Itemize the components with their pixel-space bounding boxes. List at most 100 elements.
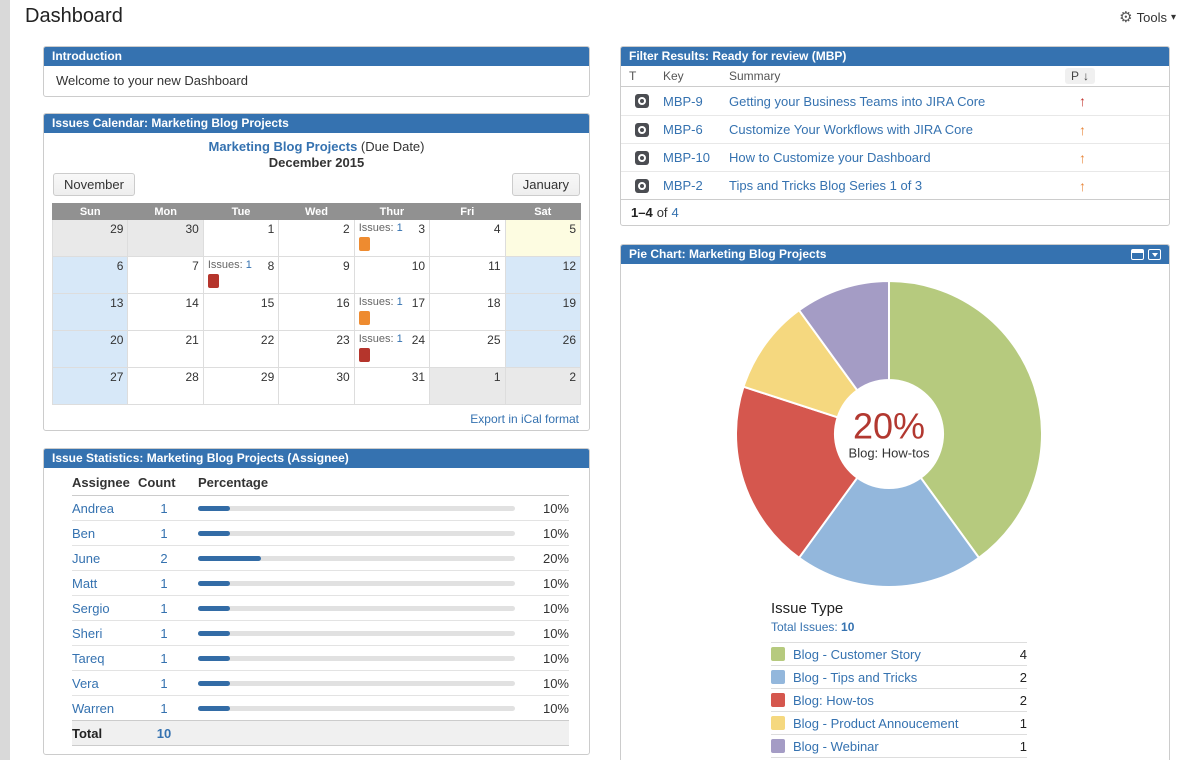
issues-count-link[interactable]: 1 <box>396 333 403 345</box>
issue-key-link[interactable]: MBP-6 <box>663 122 703 137</box>
assignee-link[interactable]: Sergio <box>72 600 110 616</box>
assignee-link[interactable]: June <box>72 550 101 566</box>
day-number: 23 <box>336 333 350 347</box>
legend-row: Blog - Tips and Tricks 2 <box>771 666 1027 689</box>
issues-label: Issues: <box>358 333 397 345</box>
introduction-panel: Introduction Welcome to your new Dashboa… <box>43 46 590 97</box>
calendar-week-row: 29 30 1 2 Issues: 1 3 4 5 <box>51 219 582 257</box>
assignee-link[interactable]: Matt <box>72 575 98 591</box>
issue-key-link[interactable]: MBP-9 <box>663 93 703 109</box>
pie-slice[interactable] <box>797 279 890 392</box>
issue-marker[interactable] <box>207 274 219 288</box>
count-link[interactable]: 1 <box>160 575 168 591</box>
calendar-day-cell: 9 <box>278 256 355 294</box>
pie-slice[interactable] <box>888 279 1043 560</box>
calendar-month-label: December 2015 <box>268 155 365 170</box>
assignee-link[interactable]: Warren <box>72 700 115 716</box>
total-issues-label: Total Issues: <box>771 620 838 634</box>
count-link[interactable]: 1 <box>160 600 168 616</box>
total-issues-value[interactable]: 10 <box>841 620 855 634</box>
day-number: 9 <box>343 259 350 273</box>
right-column: Filter Results: Ready for review (MBP) T… <box>620 46 1170 760</box>
task-type-icon <box>635 122 649 137</box>
pagination-total-link[interactable]: 4 <box>671 205 679 220</box>
percentage-value: 10% <box>542 600 569 616</box>
stat-row: Vera 1 10% <box>72 671 569 696</box>
pie-slice[interactable] <box>797 476 981 588</box>
count-link[interactable]: 2 <box>160 550 168 566</box>
day-number: 29 <box>260 370 275 384</box>
calendar-day-cell: 4 <box>429 219 506 257</box>
filter-header-row: T Key Summary P ↓ <box>621 66 1169 87</box>
legend-label-link[interactable]: Blog - Webinar <box>793 738 879 754</box>
key-column-header[interactable]: Key <box>663 69 684 83</box>
issue-marker[interactable] <box>358 348 370 362</box>
issue-summary-link[interactable]: Tips and Tricks Blog Series 1 of 3 <box>729 178 923 193</box>
stat-row: Sheri 1 10% <box>72 621 569 646</box>
issue-key-link[interactable]: MBP-10 <box>663 150 710 165</box>
gadget-menu-icon[interactable] <box>1148 249 1161 260</box>
issues-count-link[interactable]: 1 <box>245 259 252 271</box>
count-link[interactable]: 1 <box>160 700 168 716</box>
legend-label-link[interactable]: Blog: How-tos <box>793 692 874 708</box>
count-link[interactable]: 1 <box>160 675 168 691</box>
issues-count-link[interactable]: 1 <box>396 222 403 234</box>
summary-column-header[interactable]: Summary <box>729 69 781 83</box>
calendar-day-cell: 1 <box>429 367 506 405</box>
calendar-day-cell: 15 <box>202 293 280 331</box>
stat-row: June 2 20% <box>72 546 569 571</box>
calendar-day-cell: 1 <box>202 219 280 257</box>
type-column-header[interactable]: T <box>629 69 637 83</box>
legend-count: 2 <box>1019 669 1027 685</box>
issue-summary-link[interactable]: How to Customize your Dashboard <box>729 150 931 165</box>
calendar-day-cell: 21 <box>127 330 204 368</box>
priority-up-icon: ↑ <box>1079 177 1086 194</box>
assignee-link[interactable]: Andrea <box>72 500 114 516</box>
day-number: 20 <box>110 333 124 347</box>
count-link[interactable]: 1 <box>160 625 168 641</box>
tools-menu-button[interactable]: ⚙ Tools ▾ <box>1119 10 1176 25</box>
left-column: Introduction Welcome to your new Dashboa… <box>43 46 590 755</box>
count-column-header: Count <box>138 475 176 490</box>
day-number: 26 <box>562 333 576 347</box>
legend-title: Issue Type <box>771 600 844 617</box>
stat-row: Ben 1 10% <box>72 521 569 546</box>
priority-column-header: P <box>1071 69 1080 83</box>
calendar-day-cell: 11 <box>429 256 506 294</box>
issue-marker[interactable] <box>358 237 370 251</box>
count-link[interactable]: 1 <box>160 525 168 541</box>
total-count-link[interactable]: 10 <box>156 725 172 741</box>
assignee-link[interactable]: Vera <box>72 675 99 691</box>
legend-swatch <box>771 739 785 753</box>
assignee-link[interactable]: Sheri <box>72 625 103 641</box>
issue-key-link[interactable]: MBP-2 <box>663 178 703 193</box>
issue-summary-link[interactable]: Getting your Business Teams into JIRA Co… <box>729 93 986 109</box>
legend-label-link[interactable]: Blog - Customer Story <box>793 646 921 662</box>
pie-slice[interactable] <box>735 385 859 560</box>
next-month-button[interactable]: January <box>511 173 580 196</box>
issues-count-link[interactable]: 1 <box>396 296 403 308</box>
legend-row: Blog - Product Annoucement 1 <box>771 712 1027 735</box>
day-number: 30 <box>336 370 350 384</box>
sort-descending-icon: ↓ <box>1083 69 1090 83</box>
export-ical-link[interactable]: Export in iCal format <box>470 412 579 426</box>
count-link[interactable]: 1 <box>160 650 168 666</box>
prev-month-button[interactable]: November <box>53 173 135 196</box>
issue-marker[interactable] <box>358 311 370 325</box>
legend-label-link[interactable]: Blog - Tips and Tricks <box>793 669 918 685</box>
day-number: 18 <box>487 296 501 310</box>
priority-sort-header[interactable]: P ↓ <box>1065 68 1096 84</box>
pie-chart-panel: Pie Chart: Marketing Blog Projects 20% B… <box>620 244 1170 760</box>
count-link[interactable]: 1 <box>160 500 168 516</box>
pie-svg <box>735 279 1043 588</box>
percentage-bar-fill <box>198 605 230 611</box>
day-number: 2 <box>343 222 350 236</box>
assignee-link[interactable]: Tareq <box>72 650 105 666</box>
legend-label-link[interactable]: Blog - Product Annoucement <box>793 715 959 731</box>
issue-summary-link[interactable]: Customize Your Workflows with JIRA Core <box>729 122 973 137</box>
assignee-link[interactable]: Ben <box>72 525 96 541</box>
minimize-icon[interactable] <box>1131 249 1144 260</box>
pie-center-annotation: 20% Blog: How-tos <box>849 407 930 461</box>
percentage-bar-fill <box>198 530 230 536</box>
project-link[interactable]: Marketing Blog Projects <box>208 139 358 154</box>
